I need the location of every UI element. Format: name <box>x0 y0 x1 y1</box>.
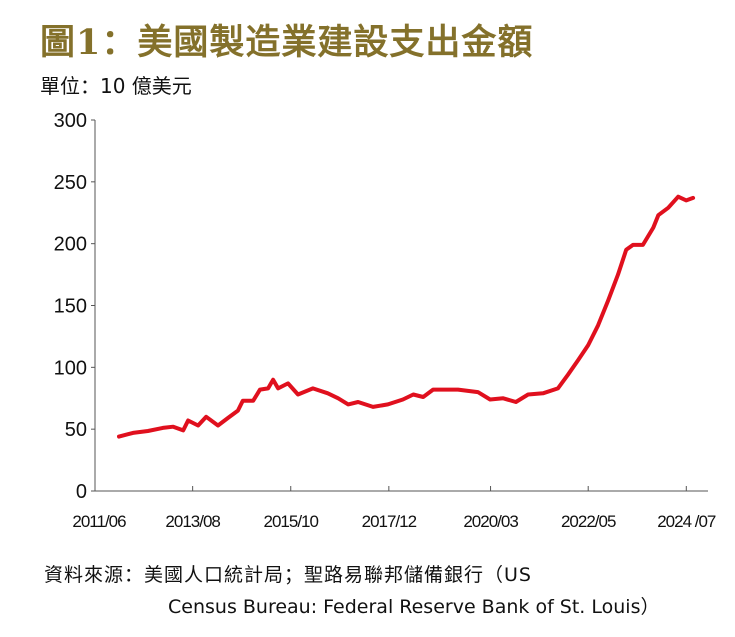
x-tick-label: 2022/05 <box>561 512 616 531</box>
y-tick-label: 50 <box>65 419 87 441</box>
y-tick-label: 0 <box>76 481 87 503</box>
y-tick-label: 100 <box>54 357 87 379</box>
series-line <box>117 194 696 439</box>
x-tick-label: 2013/08 <box>165 512 220 531</box>
y-tick-label: 200 <box>54 234 87 256</box>
x-tick-label: 2015/10 <box>264 512 319 531</box>
x-tick-label: 2024 /07 <box>657 512 716 531</box>
unit-label: 單位：10 億美元 <box>40 74 192 98</box>
source-line-1: 資料來源：美國人口統計局；聖路易聯邦儲備銀行（US <box>44 564 532 586</box>
y-tick-label: 250 <box>54 172 87 194</box>
x-tick-label: 2020/03 <box>463 512 518 531</box>
line-chart: 0 50 100 150 200 250 300 2011/06 2013/08 2015/10 2… <box>54 110 717 531</box>
x-tick-label: 2017/12 <box>362 512 417 531</box>
x-tick-label: 2011/06 <box>72 512 126 531</box>
source-line-2: Census Bureau: Federal Reserve Bank of S… <box>168 596 660 618</box>
y-tick-label: 300 <box>54 110 87 132</box>
y-tick-label: 150 <box>54 296 87 318</box>
chart-title: 圖1：美國製造業建設支出金額 <box>40 22 534 63</box>
